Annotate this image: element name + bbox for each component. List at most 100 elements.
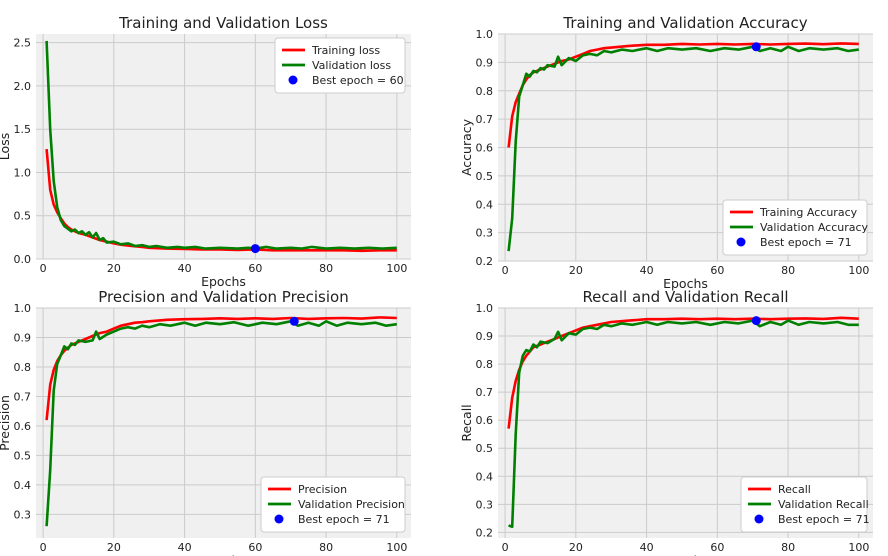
legend-label: Validation Precision: [298, 498, 405, 511]
y-tick-label: 0.7: [476, 113, 494, 126]
y-tick-label: 0.6: [476, 142, 494, 155]
y-tick-label: 0.2: [476, 255, 494, 268]
y-tick-label: 0.5: [14, 210, 32, 223]
y-tick-label: 0.4: [476, 470, 494, 483]
x-tick-label: 0: [502, 541, 509, 554]
x-tick-label: 80: [319, 541, 333, 554]
y-tick-label: 1.0: [14, 166, 32, 179]
legend-dot-swatch: [736, 237, 746, 247]
x-axis-label: Epochs: [663, 553, 708, 556]
x-tick-label: 80: [319, 262, 333, 275]
legend-label: Best epoch = 60: [312, 74, 404, 87]
y-tick-label: 0.7: [14, 390, 32, 403]
y-tick-label: 0.3: [476, 227, 494, 240]
x-tick-label: 80: [781, 541, 795, 554]
x-tick-label: 60: [248, 262, 262, 275]
y-tick-label: 0.7: [476, 386, 494, 399]
best-epoch-point: [751, 42, 761, 52]
chart-3: 0 20 40 60 80 100 0.3 0.4 0.5 0.6 0.7 0.8 0.9 1.0 Prec…: [0, 288, 411, 556]
legend: Training Accuracy Validation Accuracy Best…: [722, 199, 869, 256]
y-tick-label: 0.5: [14, 449, 32, 462]
series-line-validation: [507, 45, 859, 252]
y-tick-label: 0.2: [476, 526, 494, 539]
series-line-validation: [508, 319, 859, 529]
y-tick-label: 1.0: [14, 302, 32, 315]
x-tick-label: 20: [569, 541, 583, 554]
plot-series: [45, 40, 397, 254]
best-epoch-point: [289, 316, 299, 326]
y-tick-label: 0.5: [476, 170, 494, 183]
x-tick-label: 40: [640, 541, 654, 554]
legend: Recall Validation Recall Best epoch = 71: [740, 476, 870, 533]
legend: Training loss Validation loss Best epoch =…: [274, 37, 406, 94]
chart-2: 0 20 40 60 80 100 0.2 0.3 0.4 0.5 0.6 0.7 0.8 0.9 1.0 T…: [459, 14, 873, 291]
y-tick-label: 1.5: [14, 123, 32, 136]
y-tick-label: 0.4: [14, 479, 32, 492]
y-tick-label: 0.3: [476, 498, 494, 511]
y-tick-label: 0.0: [14, 253, 32, 266]
y-tick-label: 0.9: [476, 56, 494, 69]
chart-title: Recall and Validation Recall: [582, 288, 788, 306]
y-tick-label: 2.5: [14, 37, 32, 50]
legend-label: Precision: [298, 483, 347, 496]
y-tick-label: 0.5: [476, 442, 494, 455]
y-tick-label: 0.6: [14, 420, 32, 433]
y-axis-label: Recall: [459, 404, 474, 441]
plot-series: [507, 42, 859, 252]
x-axis-label: Epochs: [663, 276, 708, 291]
x-axis-label: Epochs: [201, 274, 246, 289]
y-tick-label: 0.4: [476, 198, 494, 211]
x-tick-label: 0: [40, 262, 47, 275]
legend-dot-swatch: [274, 514, 284, 524]
chart-4: 0 20 40 60 80 100 0.2 0.3 0.4 0.5 0.6 0.7 0.8 0.9 1.0 R…: [459, 288, 873, 556]
y-tick-label: 0.6: [476, 414, 494, 427]
series-line-training: [507, 316, 859, 429]
chart-title: Training and Validation Loss: [118, 14, 328, 32]
y-axis-label: Accuracy: [459, 118, 474, 176]
x-tick-label: 0: [40, 541, 47, 554]
legend-label: Recall: [778, 483, 811, 496]
best-epoch-point: [751, 316, 761, 326]
legend-label: Best epoch = 71: [760, 236, 852, 249]
y-tick-label: 0.8: [476, 85, 494, 98]
legend-box: [274, 37, 406, 94]
chart-title: Precision and Validation Precision: [98, 288, 348, 306]
x-tick-label: 20: [107, 541, 121, 554]
legend-label: Best epoch = 71: [298, 513, 390, 526]
y-tick-label: 0.9: [476, 330, 494, 343]
x-tick-label: 100: [848, 541, 869, 554]
legend-label: Validation Accuracy: [760, 221, 869, 234]
y-tick-label: 0.8: [14, 361, 32, 374]
legend-box: [722, 199, 868, 256]
chart-title: Training and Validation Accuracy: [562, 14, 807, 32]
legend-box: [260, 476, 406, 533]
y-tick-label: 1.0: [476, 28, 494, 41]
x-tick-label: 100: [386, 262, 407, 275]
x-tick-label: 60: [248, 541, 262, 554]
legend-dot-swatch: [754, 514, 764, 524]
y-tick-label: 1.0: [476, 302, 494, 315]
legend: Precision Validation Precision Best epoch …: [260, 476, 406, 533]
x-tick-label: 0: [502, 264, 509, 277]
legend-label: Training Accuracy: [759, 206, 858, 219]
series-line-training: [507, 42, 859, 148]
best-epoch-point: [250, 244, 260, 254]
plot-series: [507, 316, 859, 529]
legend-label: Validation loss: [312, 59, 391, 72]
series-line-training: [45, 316, 397, 421]
legend-label: Validation Recall: [778, 498, 869, 511]
y-tick-label: 0.3: [14, 508, 32, 521]
x-tick-label: 20: [569, 264, 583, 277]
plot-series: [45, 316, 397, 527]
x-tick-label: 100: [848, 264, 869, 277]
legend-label: Training loss: [311, 44, 380, 57]
series-line-validation: [45, 320, 397, 527]
x-tick-label: 60: [710, 264, 724, 277]
x-axis-label: Epochs: [201, 553, 246, 556]
y-axis-label: Precision: [0, 395, 12, 451]
x-tick-label: 40: [178, 262, 192, 275]
x-tick-label: 60: [710, 541, 724, 554]
x-tick-label: 20: [107, 262, 121, 275]
x-tick-label: 40: [640, 264, 654, 277]
